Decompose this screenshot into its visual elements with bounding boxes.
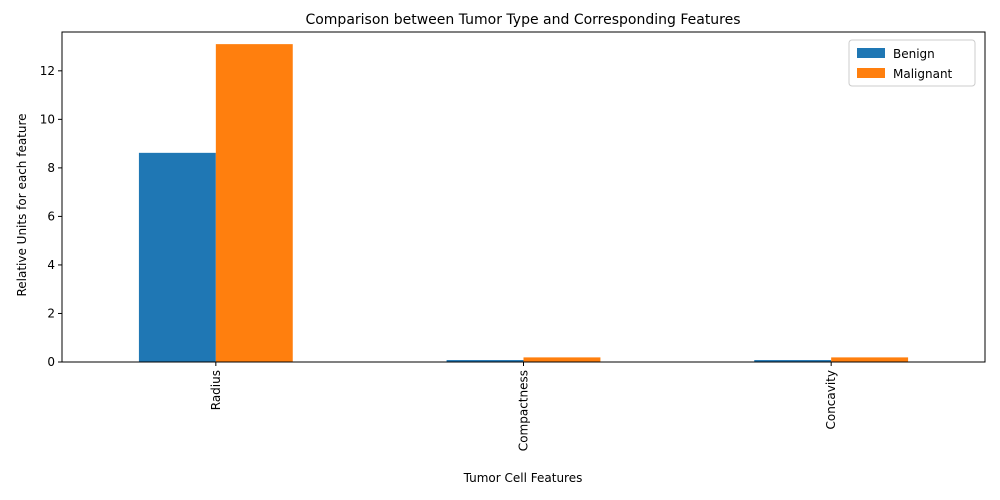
y-tick-label: 6 [47,209,55,223]
y-tick-label: 4 [47,258,55,272]
legend-label-benign: Benign [893,47,935,61]
legend: Benign Malignant [848,39,976,87]
legend-label-malignant: Malignant [893,67,953,81]
y-axis-label: Relative Units for each feature [15,113,29,296]
x-axis-label: Tumor Cell Features [463,471,583,485]
y-tick-label: 8 [47,161,55,175]
bar-benign-radius [138,152,216,362]
y-tick-label: 2 [47,306,55,320]
bar-malignant-concavity [831,357,909,362]
bar-benign-concavity [754,360,832,362]
x-tick-label: Compactness [517,370,531,451]
plot-frame [61,31,986,363]
x-tick-label: Concavity [824,370,838,430]
bar-malignant-compactness [523,357,601,362]
y-tick-label: 0 [47,355,55,369]
chart-title: Comparison between Tumor Type and Corres… [305,12,740,28]
x-tick-label: Radius [209,370,223,410]
y-tick-label: 12 [40,64,55,78]
legend-swatch-malignant [857,68,885,78]
y-tick-label: 10 [40,112,55,126]
bar-malignant-radius [215,44,293,362]
bar-benign-compactness [446,360,524,362]
legend-swatch-benign [857,48,885,58]
